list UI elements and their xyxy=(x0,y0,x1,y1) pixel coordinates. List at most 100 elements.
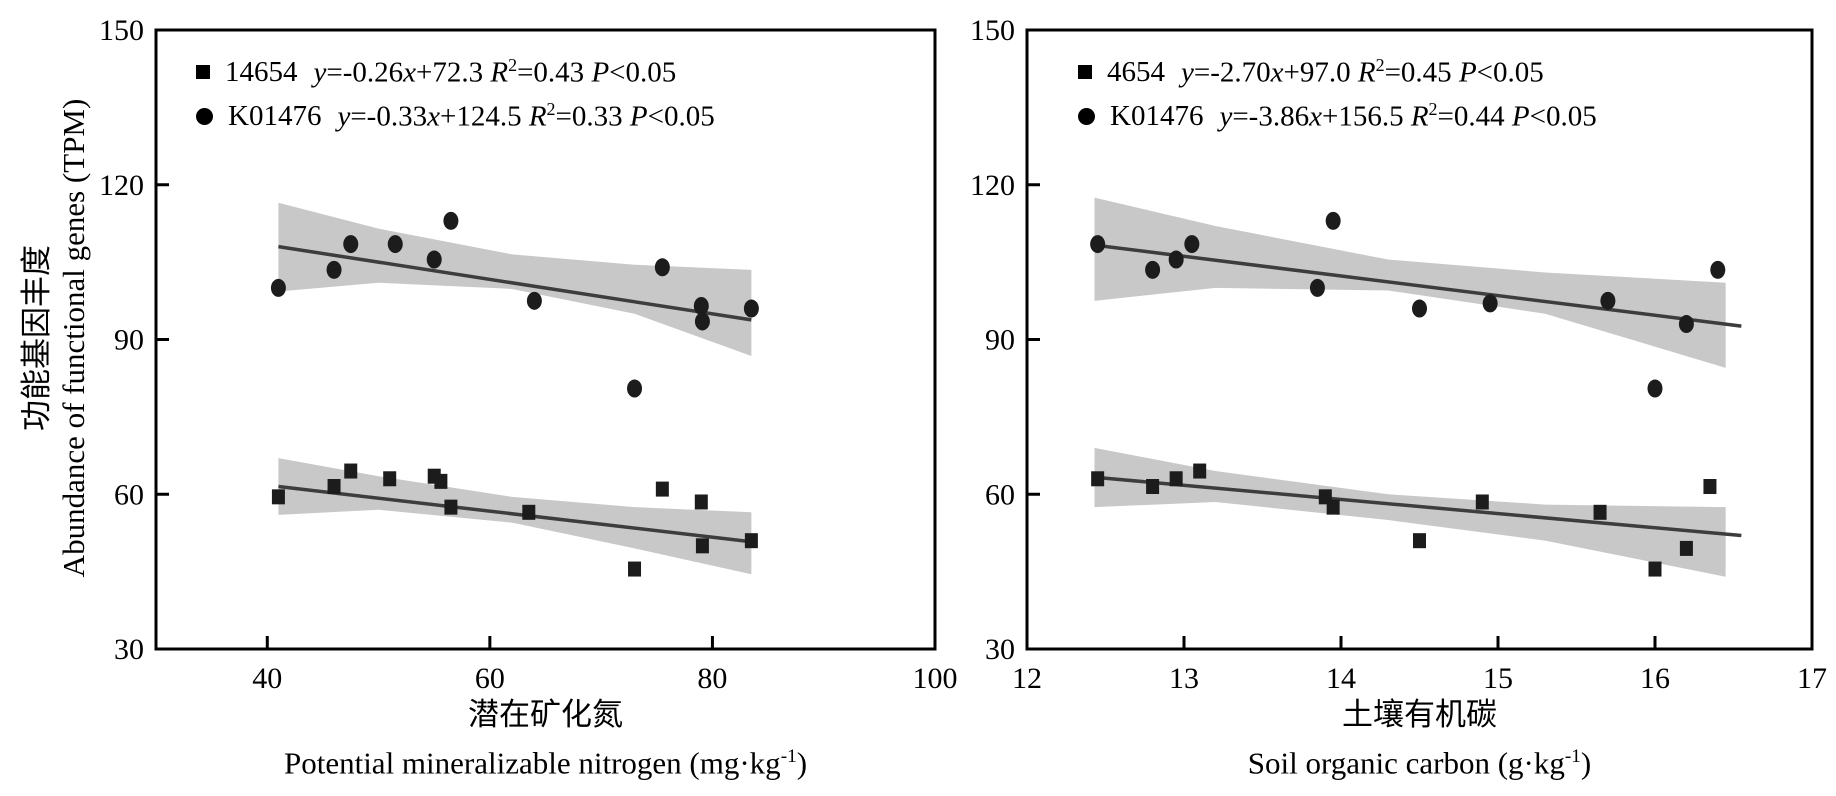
data-point-square xyxy=(1193,463,1207,479)
data-point-square xyxy=(1146,479,1160,495)
y-tick-label: 30 xyxy=(114,633,144,666)
x-axis-title-right-en: Soil organic carbon (g·kg-1) xyxy=(1247,745,1592,781)
x-axis-title-right: 土壤有机碳 Soil organic carbon (g·kg-1) xyxy=(1027,694,1812,784)
data-point-circle xyxy=(1412,299,1427,318)
data-point-circle xyxy=(627,379,643,398)
confidence-band-14654 xyxy=(278,458,752,575)
data-point-square xyxy=(444,499,458,515)
y-axis-title-zh: 功能基因丰度 xyxy=(19,245,54,432)
data-point-circle xyxy=(326,260,342,279)
x-tick-label: 15 xyxy=(1483,662,1513,695)
legend-series-name: 14654 xyxy=(225,55,298,88)
data-point-square xyxy=(1413,533,1426,549)
y-tick-label: 150 xyxy=(970,14,1015,47)
x-axis-title-left: 潜在矿化氮 Potential mineralizable nitrogen (… xyxy=(156,694,935,784)
data-point-circle xyxy=(1600,291,1616,310)
y-tick-label: 120 xyxy=(99,169,144,202)
regression-line-14654 xyxy=(278,484,752,544)
data-point-circle xyxy=(1482,294,1498,313)
legend-series-name: K01476 xyxy=(228,99,322,132)
legend-equation: y=-0.26x+72.3 R2=0.43 P<0.05 xyxy=(313,54,677,89)
legend-equation: y=-2.70x+97.0 R2=0.45 P<0.05 xyxy=(1181,54,1544,89)
x-tick-label: 40 xyxy=(252,662,282,695)
y-tick-label: 90 xyxy=(985,324,1015,357)
data-point-circle xyxy=(270,278,286,297)
data-point-square xyxy=(383,471,397,487)
legend-series-name: 4654 xyxy=(1107,55,1165,88)
data-point-square xyxy=(271,489,285,505)
data-point-square xyxy=(1703,479,1717,495)
data-point-circle xyxy=(387,235,403,254)
data-point-circle xyxy=(743,299,759,318)
legend-item: K01476 y=-0.33x+124.5 R2=0.33 P<0.05 xyxy=(196,94,715,138)
x-tick-label: 13 xyxy=(1169,662,1199,695)
legend-equation: y=-3.86x+156.5 R2=0.44 P<0.05 xyxy=(1219,98,1597,133)
data-point-square xyxy=(1593,504,1607,520)
regression-line-4654 xyxy=(1094,475,1742,538)
regression-line-K01476 xyxy=(278,244,752,322)
legend-marker-circle-icon xyxy=(1078,107,1095,125)
x-axis-title-left-zh: 潜在矿化氮 xyxy=(468,697,623,732)
y-tick-label: 150 xyxy=(99,14,144,47)
x-axis-title-right-zh: 土壤有机碳 xyxy=(1342,697,1497,732)
y-tick-label: 120 xyxy=(970,169,1015,202)
data-point-circle xyxy=(1325,211,1341,230)
data-point-circle xyxy=(1710,260,1726,279)
y-tick-label: 60 xyxy=(114,478,144,511)
data-point-circle xyxy=(343,235,359,254)
data-point-square xyxy=(1169,471,1183,487)
data-point-square xyxy=(434,473,448,489)
data-point-square xyxy=(744,533,758,549)
legend-marker-square-icon xyxy=(196,65,210,79)
y-axis-title: 功能基因丰度 Abundance of functional genes (TP… xyxy=(18,99,92,578)
x-tick-label: 80 xyxy=(697,662,727,695)
data-point-square xyxy=(628,561,642,577)
data-point-circle xyxy=(526,291,542,310)
data-point-circle xyxy=(1678,315,1694,334)
data-point-square xyxy=(694,494,708,510)
data-point-circle xyxy=(1145,260,1161,279)
legend-equation: y=-0.33x+124.5 R2=0.33 P<0.05 xyxy=(337,98,715,133)
data-point-square xyxy=(522,504,536,520)
x-tick-label: 17 xyxy=(1797,662,1827,695)
y-axis-title-en: Abundance of functional genes (TPM) xyxy=(56,98,91,578)
data-point-square xyxy=(1091,471,1105,487)
data-point-circle xyxy=(1309,278,1325,297)
y-tick-label: 90 xyxy=(114,324,144,357)
confidence-band-K01476 xyxy=(278,202,752,357)
data-point-square xyxy=(344,463,358,479)
data-point-circle xyxy=(1647,379,1663,398)
regression-line-K01476 xyxy=(1094,243,1742,328)
data-point-circle xyxy=(1184,235,1200,254)
data-point-circle xyxy=(694,312,710,331)
x-tick-label: 16 xyxy=(1640,662,1670,695)
legend-item: 14654 y=-0.26x+72.3 R2=0.43 P<0.05 xyxy=(196,50,715,94)
legend-right: 4654 y=-2.70x+97.0 R2=0.45 P<0.05 K01476… xyxy=(1078,50,1597,138)
data-point-circle xyxy=(426,250,442,269)
data-point-square xyxy=(1648,561,1662,577)
legend-marker-square-icon xyxy=(1078,65,1092,79)
legend-marker-circle-icon xyxy=(196,107,213,125)
confidence-band-K01476 xyxy=(1094,197,1726,368)
data-point-circle xyxy=(443,211,459,230)
data-point-circle xyxy=(693,296,709,315)
legend-left: 14654 y=-0.26x+72.3 R2=0.43 P<0.05 K0147… xyxy=(196,50,715,138)
data-point-square xyxy=(695,538,709,554)
x-tick-label: 100 xyxy=(913,662,958,695)
data-point-circle xyxy=(1090,235,1106,254)
x-tick-label: 14 xyxy=(1326,662,1356,695)
y-tick-label: 30 xyxy=(985,633,1015,666)
data-point-square xyxy=(655,481,669,497)
x-tick-label: 60 xyxy=(475,662,505,695)
legend-item: 4654 y=-2.70x+97.0 R2=0.45 P<0.05 xyxy=(1078,50,1597,94)
data-point-square xyxy=(1679,540,1693,556)
confidence-band-4654 xyxy=(1094,447,1726,577)
data-point-circle xyxy=(654,258,670,277)
data-point-square xyxy=(1326,499,1340,515)
x-tick-label: 12 xyxy=(1012,662,1042,695)
legend-item: K01476 y=-3.86x+156.5 R2=0.44 P<0.05 xyxy=(1078,94,1597,138)
data-point-circle xyxy=(1168,250,1184,269)
data-point-square xyxy=(327,479,341,495)
